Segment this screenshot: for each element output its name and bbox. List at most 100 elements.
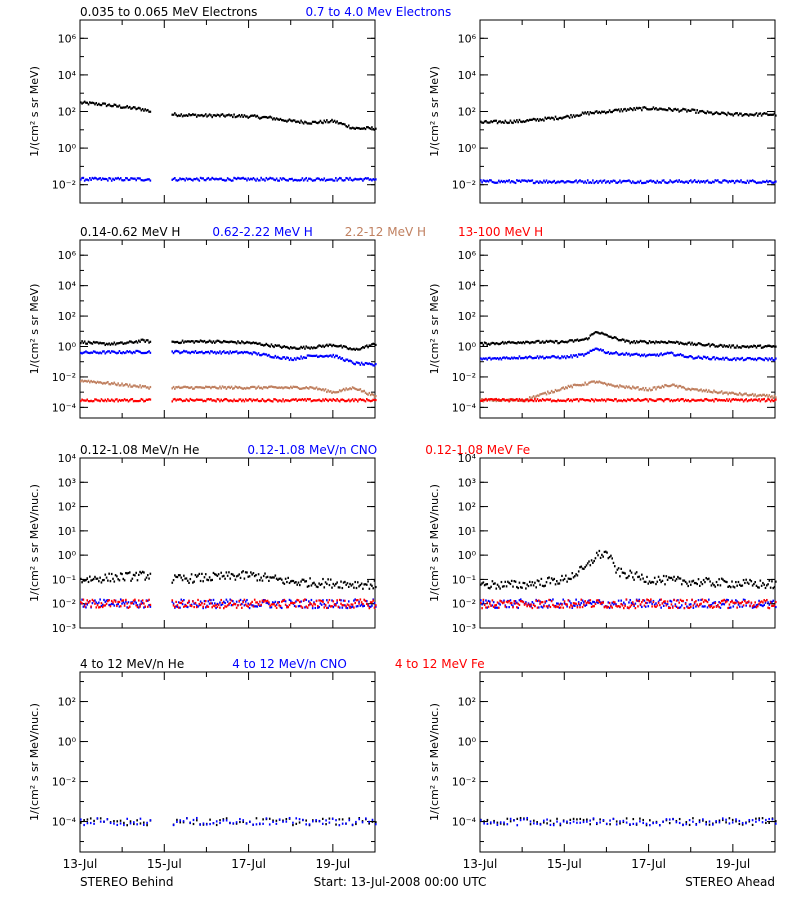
- data-point: [753, 344, 755, 347]
- data-point: [532, 399, 535, 403]
- data-point: [695, 605, 697, 608]
- data-point: [583, 181, 585, 184]
- data-point: [629, 386, 632, 390]
- data-point: [310, 598, 313, 602]
- data-point: [264, 400, 266, 403]
- data-point: [771, 181, 773, 184]
- data-point: [372, 364, 375, 367]
- data-point: [595, 551, 598, 554]
- data-point: [688, 823, 691, 827]
- data-point: [287, 356, 290, 360]
- data-point: [642, 599, 644, 602]
- data-point: [232, 400, 234, 403]
- data-point: [341, 818, 344, 821]
- data-point: [243, 598, 246, 601]
- data-point: [176, 398, 179, 401]
- data-point: [243, 342, 246, 345]
- data-point: [137, 177, 140, 180]
- data-point: [140, 386, 143, 389]
- data-point: [572, 820, 575, 823]
- data-point: [489, 821, 492, 824]
- data-point: [535, 599, 537, 602]
- data-point: [741, 600, 744, 604]
- data-point: [717, 399, 719, 402]
- data-point: [96, 351, 99, 354]
- data-point: [709, 606, 711, 609]
- data-point: [213, 399, 216, 402]
- data-point: [612, 817, 615, 821]
- data-point: [594, 181, 597, 184]
- data-point: [691, 355, 693, 359]
- data-point: [85, 350, 87, 353]
- data-point: [598, 349, 601, 352]
- data-point: [255, 601, 257, 604]
- data-point: [727, 606, 729, 610]
- data-point: [512, 341, 514, 344]
- data-point: [696, 603, 699, 606]
- data-point: [583, 567, 585, 570]
- data-point: [710, 390, 713, 394]
- data-point: [649, 824, 651, 827]
- data-point: [769, 400, 772, 403]
- data-point: [760, 181, 763, 184]
- data-point: [720, 399, 723, 402]
- data-point: [145, 351, 148, 354]
- data-point: [87, 580, 90, 584]
- data-point: [728, 398, 731, 401]
- data-point: [87, 103, 90, 106]
- data-point: [741, 181, 744, 184]
- data-point: [313, 601, 315, 604]
- data-point: [291, 120, 293, 123]
- data-point: [628, 352, 630, 355]
- data-point: [261, 601, 264, 604]
- data-point: [286, 606, 288, 609]
- data-point: [740, 398, 742, 401]
- data-point: [668, 340, 670, 343]
- data-point: [112, 104, 114, 108]
- data-point: [702, 110, 705, 113]
- data-point: [301, 121, 304, 124]
- data-point: [89, 821, 92, 825]
- data-point: [252, 177, 255, 180]
- data-point: [125, 600, 127, 603]
- data-point: [576, 606, 579, 609]
- data-point: [341, 606, 344, 609]
- data-point: [585, 352, 588, 355]
- data-point: [90, 101, 92, 105]
- data-point: [292, 179, 295, 182]
- data-point: [265, 817, 268, 820]
- data-point: [310, 178, 313, 181]
- data-point: [705, 397, 708, 401]
- data-point: [607, 382, 610, 386]
- data-point: [335, 391, 337, 394]
- data-point: [556, 605, 558, 608]
- data-point: [109, 343, 112, 346]
- legend-entry: 0.12-1.08 MeV/n He: [80, 443, 199, 457]
- data-point: [662, 353, 665, 356]
- data-point: [216, 339, 219, 342]
- data-point: [91, 380, 94, 384]
- data-point: [666, 578, 669, 581]
- data-point: [87, 179, 90, 182]
- legend-protons: 0.14-0.62 MeV H 0.62-2.22 MeV H 2.2-12 MeV…: [80, 225, 543, 239]
- data-point: [601, 381, 603, 384]
- data-point: [80, 351, 82, 354]
- data-point: [657, 340, 660, 344]
- data-point: [541, 118, 544, 121]
- data-point: [525, 601, 527, 604]
- data-point: [221, 178, 224, 182]
- data-point: [253, 114, 256, 117]
- data-point: [704, 581, 706, 584]
- data-point: [722, 578, 724, 581]
- data-point: [480, 601, 482, 604]
- y-tick-label: 10²: [458, 106, 476, 119]
- data-point: [108, 572, 110, 575]
- data-point: [259, 604, 261, 608]
- data-point: [603, 550, 606, 554]
- data-point: [501, 180, 504, 184]
- data-point: [717, 112, 719, 115]
- data-point: [338, 606, 341, 609]
- data-point: [565, 400, 567, 403]
- data-point: [347, 398, 350, 401]
- data-point: [247, 177, 250, 180]
